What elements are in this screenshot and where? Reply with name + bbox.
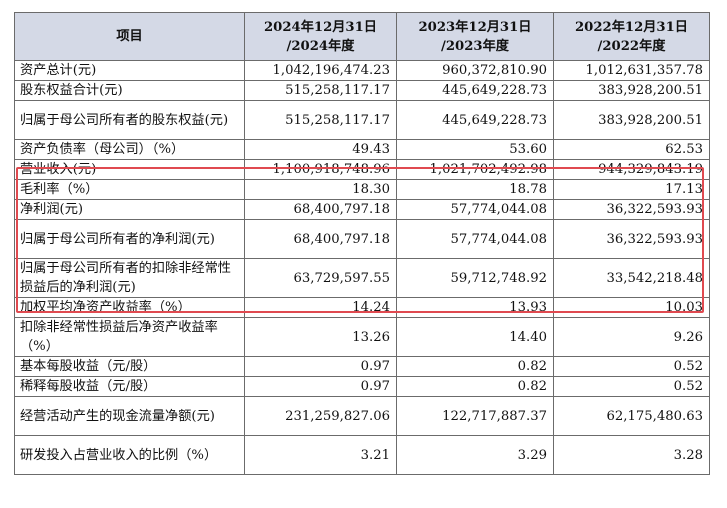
row-label: 扣除非经常性损益后净资产收益率（%） xyxy=(14,317,245,357)
row-value-2023: 13.93 xyxy=(396,297,554,318)
financial-summary-table-container: 项目 2024年12月31日/2024年度 2023年12月31日/2023年度… xyxy=(14,12,710,475)
row-value-2023: 18.78 xyxy=(396,179,554,200)
row-value-2024: 68,400,797.18 xyxy=(244,199,397,220)
row-value-2024: 515,258,117.17 xyxy=(244,80,397,101)
financial-summary-table: 项目 2024年12月31日/2024年度 2023年12月31日/2023年度… xyxy=(14,12,710,475)
table-body: 资产总计(元) 1,042,196,474.23 960,372,810.90 1,0… xyxy=(14,60,710,475)
row-value-2023: 53.60 xyxy=(396,139,554,160)
row-label: 资产总计(元) xyxy=(14,60,245,81)
row-label: 股东权益合计(元) xyxy=(14,80,245,101)
row-value-2023: 445,649,228.73 xyxy=(396,100,554,140)
header-2023: 2023年12月31日/2023年度 xyxy=(396,12,554,61)
table-row: 加权平均净资产收益率（%） 14.24 13.93 10.03 xyxy=(14,297,710,318)
row-value-2023: 59,712,748.92 xyxy=(396,258,554,298)
row-value-2022: 36,322,593.93 xyxy=(553,199,710,220)
header-2024-date: 2024年12月31日 xyxy=(264,19,377,35)
row-value-2024: 515,258,117.17 xyxy=(244,100,397,140)
table-row: 稀释每股收益（元/股） 0.97 0.82 0.52 xyxy=(14,376,710,397)
table-row: 营业收入(元) 1,100,918,748.96 1,021,702,492.98 9… xyxy=(14,159,710,180)
table-row: 基本每股收益（元/股） 0.97 0.82 0.52 xyxy=(14,356,710,377)
row-value-2023: 57,774,044.08 xyxy=(396,219,554,259)
row-value-2023: 57,774,044.08 xyxy=(396,199,554,220)
row-value-2022: 10.03 xyxy=(553,297,710,318)
row-value-2022: 0.52 xyxy=(553,376,710,397)
header-2024: 2024年12月31日/2024年度 xyxy=(244,12,397,61)
row-value-2022: 62,175,480.63 xyxy=(553,396,710,436)
row-value-2024: 14.24 xyxy=(244,297,397,318)
row-value-2023: 122,717,887.37 xyxy=(396,396,554,436)
table-row: 研发投入占营业收入的比例（%） 3.21 3.29 3.28 xyxy=(14,435,710,475)
row-value-2024: 13.26 xyxy=(244,317,397,357)
row-label: 经营活动产生的现金流量净额(元) xyxy=(14,396,245,436)
row-value-2024: 0.97 xyxy=(244,376,397,397)
row-label: 营业收入(元) xyxy=(14,159,245,180)
row-value-2024: 231,259,827.06 xyxy=(244,396,397,436)
row-label: 资产负债率（母公司）（%） xyxy=(14,139,245,160)
row-value-2022: 9.26 xyxy=(553,317,710,357)
row-value-2022: 383,928,200.51 xyxy=(553,100,710,140)
row-value-2024: 68,400,797.18 xyxy=(244,219,397,259)
row-label: 研发投入占营业收入的比例（%） xyxy=(14,435,245,475)
table-row: 归属于母公司所有者的扣除非经常性损益后的净利润(元) 63,729,597.55 5… xyxy=(14,258,710,298)
header-2022-date: 2022年12月31日 xyxy=(575,19,688,35)
row-value-2023: 0.82 xyxy=(396,356,554,377)
row-value-2022: 0.52 xyxy=(553,356,710,377)
row-value-2024: 49.43 xyxy=(244,139,397,160)
header-item: 项目 xyxy=(14,12,245,61)
row-value-2022: 17.13 xyxy=(553,179,710,200)
row-value-2022: 1,012,631,357.78 xyxy=(553,60,710,81)
table-row: 归属于母公司所有者的净利润(元) 68,400,797.18 57,774,044.… xyxy=(14,219,710,259)
row-value-2024: 1,100,918,748.96 xyxy=(244,159,397,180)
row-value-2023: 960,372,810.90 xyxy=(396,60,554,81)
header-2023-year: /2023年度 xyxy=(441,38,509,54)
row-label: 加权平均净资产收益率（%） xyxy=(14,297,245,318)
row-label: 稀释每股收益（元/股） xyxy=(14,376,245,397)
row-value-2023: 3.29 xyxy=(396,435,554,475)
row-label: 毛利率（%） xyxy=(14,179,245,200)
row-value-2022: 944,329,843.19 xyxy=(553,159,710,180)
table-row: 毛利率（%） 18.30 18.78 17.13 xyxy=(14,179,710,200)
row-label: 归属于母公司所有者的扣除非经常性损益后的净利润(元) xyxy=(14,258,245,298)
table-row: 经营活动产生的现金流量净额(元) 231,259,827.06 122,717,88… xyxy=(14,396,710,436)
row-label: 基本每股收益（元/股） xyxy=(14,356,245,377)
table-row: 净利润(元) 68,400,797.18 57,774,044.08 36,322,5… xyxy=(14,199,710,220)
table-row: 资产总计(元) 1,042,196,474.23 960,372,810.90 1,0… xyxy=(14,60,710,81)
table-row: 资产负债率（母公司）（%） 49.43 53.60 62.53 xyxy=(14,139,710,160)
row-value-2024: 0.97 xyxy=(244,356,397,377)
row-value-2023: 0.82 xyxy=(396,376,554,397)
header-2024-year: /2024年度 xyxy=(286,38,355,54)
row-value-2024: 1,042,196,474.23 xyxy=(244,60,397,81)
row-value-2023: 445,649,228.73 xyxy=(396,80,554,101)
table-row: 归属于母公司所有者的股东权益(元) 515,258,117.17 445,649,2… xyxy=(14,100,710,140)
header-2022-year: /2022年度 xyxy=(597,38,666,54)
table-header-row: 项目 2024年12月31日/2024年度 2023年12月31日/2023年度… xyxy=(14,12,710,61)
row-value-2022: 383,928,200.51 xyxy=(553,80,710,101)
row-label: 归属于母公司所有者的股东权益(元) xyxy=(14,100,245,140)
row-value-2022: 62.53 xyxy=(553,139,710,160)
table-row: 扣除非经常性损益后净资产收益率（%） 13.26 14.40 9.26 xyxy=(14,317,710,357)
header-2022: 2022年12月31日/2022年度 xyxy=(553,12,710,61)
row-value-2022: 3.28 xyxy=(553,435,710,475)
row-value-2024: 18.30 xyxy=(244,179,397,200)
row-label: 归属于母公司所有者的净利润(元) xyxy=(14,219,245,259)
row-value-2024: 3.21 xyxy=(244,435,397,475)
row-value-2024: 63,729,597.55 xyxy=(244,258,397,298)
row-value-2022: 33,542,218.48 xyxy=(553,258,710,298)
row-label: 净利润(元) xyxy=(14,199,245,220)
row-value-2023: 1,021,702,492.98 xyxy=(396,159,554,180)
row-value-2022: 36,322,593.93 xyxy=(553,219,710,259)
header-2023-date: 2023年12月31日 xyxy=(418,19,532,35)
row-value-2023: 14.40 xyxy=(396,317,554,357)
table-row: 股东权益合计(元) 515,258,117.17 445,649,228.73 383… xyxy=(14,80,710,101)
